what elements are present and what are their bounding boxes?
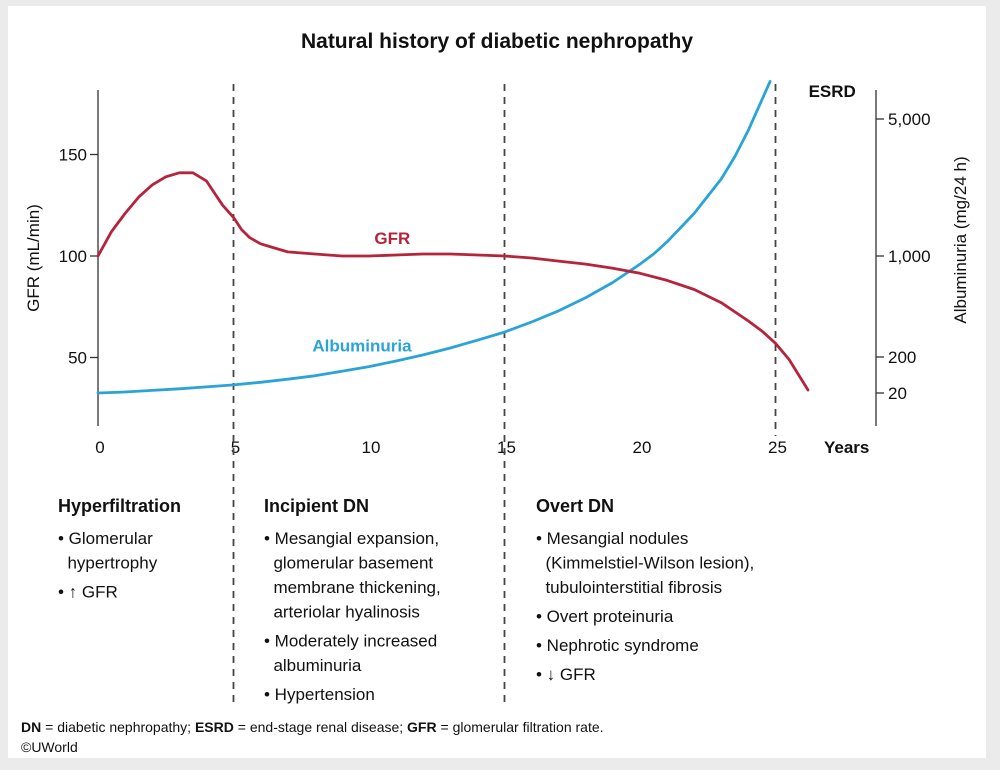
stage-bullet-line: hypertrophy (58, 554, 158, 573)
x-tick-label: 20 (633, 438, 652, 457)
stage-bullet-line: (Kimmelstiel-Wilson lesion), (536, 554, 754, 573)
abbreviation-definition: = diabetic nephropathy; (41, 719, 195, 735)
abbreviation-definition: = glomerular filtration rate. (437, 719, 604, 735)
stage-bullet-line: • ↑ GFR (58, 583, 118, 602)
abbreviation: DN (21, 719, 41, 735)
stage-bullet-line: tubulointerstitial fibrosis (536, 578, 722, 597)
left-tick-label: 50 (68, 349, 87, 368)
x-tick-label: 25 (768, 438, 787, 457)
right-tick-label: 5,000 (888, 110, 931, 129)
stage-bullet-line: glomerular basement (264, 554, 433, 573)
stage-title: Incipient DN (264, 496, 369, 516)
chart-title: Natural history of diabetic nephropathy (301, 30, 693, 53)
left-tick-label: 100 (59, 247, 87, 266)
albuminuria-series-label: Albuminuria (312, 336, 412, 355)
abbreviation-definition: = end-stage renal disease; (234, 719, 407, 735)
right-tick-label: 200 (888, 348, 916, 367)
x-axis-title: Years (824, 438, 869, 457)
x-tick-label: 0 (95, 438, 104, 457)
esrd-label: ESRD (809, 82, 856, 101)
stage-bullet-line: membrane thickening, (264, 578, 441, 597)
stage-bullet-line: • Overt proteinuria (536, 607, 674, 626)
chart: Natural history of diabetic nephropathy 5… (21, 30, 970, 755)
copyright: ©UWorld (21, 739, 78, 755)
right-tick-label: 20 (888, 384, 907, 403)
stage-bullet-line: • Nephrotic syndrome (536, 636, 699, 655)
footnote-abbreviations: DN = diabetic nephropathy; ESRD = end-st… (21, 719, 604, 735)
y-axis-title-left: GFR (mL/min) (24, 204, 43, 312)
abbreviation: GFR (407, 719, 437, 735)
gfr-series-label: GFR (374, 229, 410, 248)
stage-bullet-line: arteriolar hyalinosis (264, 603, 420, 622)
y-axis-title-right: Albuminuria (mg/24 h) (951, 156, 970, 323)
stage-bullet-line: • Glomerular (58, 529, 153, 548)
stage-title: Hyperfiltration (58, 496, 181, 516)
stage-bullet-line: • Mesangial expansion, (264, 529, 439, 548)
right-tick-label: 1,000 (888, 247, 931, 266)
albuminuria-line (96, 80, 772, 395)
abbreviation: ESRD (195, 719, 234, 735)
x-tick-label: 10 (362, 438, 381, 457)
stage-bullet-line: • Hypertension (264, 685, 375, 704)
stage-bullet-line: • ↓ GFR (536, 665, 596, 684)
left-tick-label: 150 (59, 146, 87, 165)
stage-bullet-line: • Moderately increased (264, 632, 437, 651)
x-tick-label: 15 (497, 438, 516, 457)
figure: Natural history of diabetic nephropathy 5… (8, 6, 986, 758)
gfr-line (96, 171, 810, 392)
stage-title: Overt DN (536, 496, 614, 516)
stage-bullet-line: • Mesangial nodules (536, 529, 688, 548)
stage-bullet-line: albuminuria (264, 656, 362, 675)
x-tick-label: 5 (231, 438, 240, 457)
